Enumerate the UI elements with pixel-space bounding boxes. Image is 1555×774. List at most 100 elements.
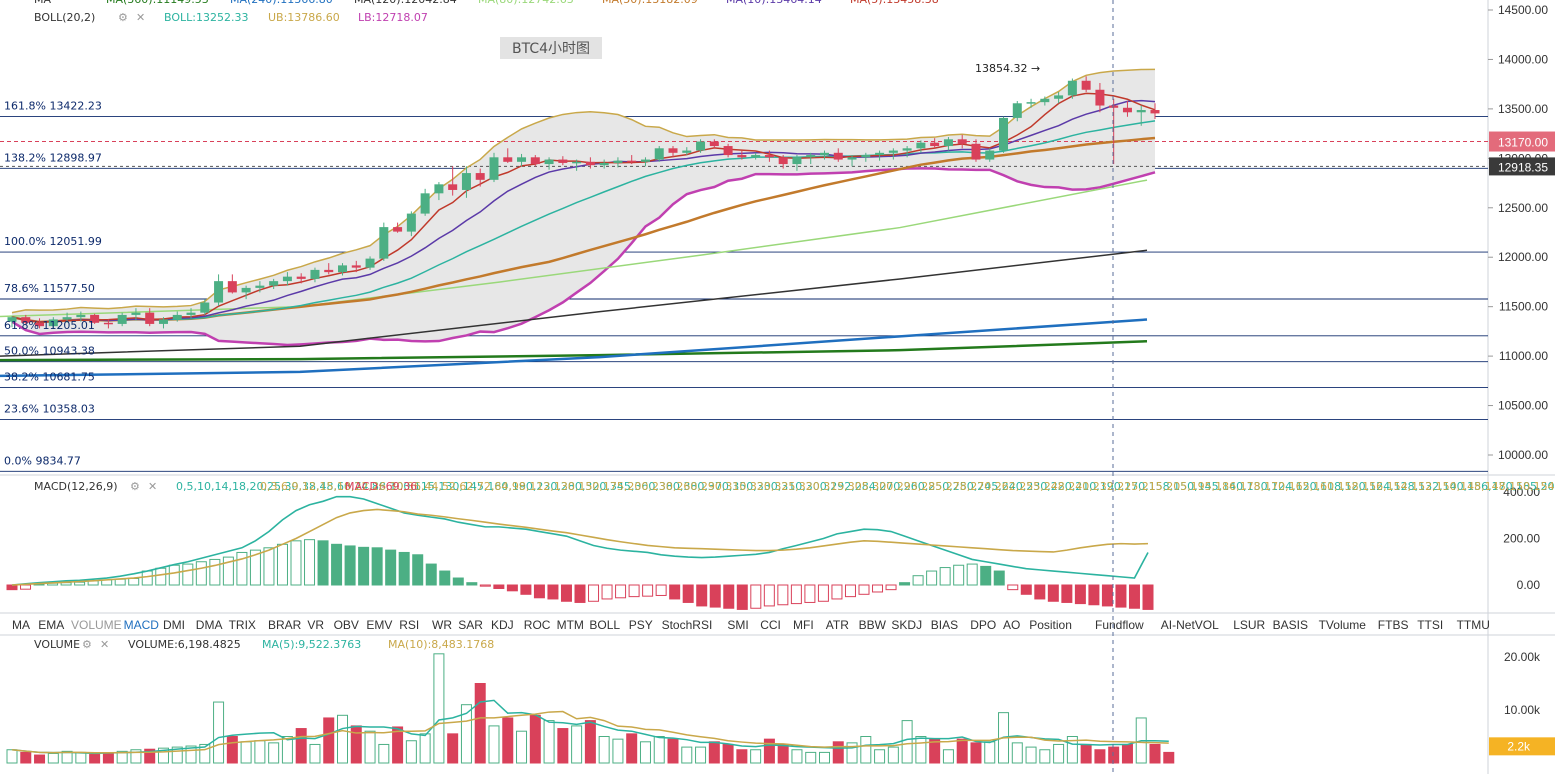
indicator-tab-kdj[interactable]: KDJ (491, 618, 514, 632)
indicator-tab-dmi[interactable]: DMI (163, 618, 185, 632)
ref-price-tag (1489, 157, 1555, 176)
price-tick-label: 13500.00 (1498, 102, 1548, 116)
macd-histogram-bar (533, 584, 545, 599)
ma240-line (0, 318, 1148, 378)
indicator-tab-smi[interactable]: SMI (727, 618, 748, 632)
macd-dif-label: 0,5,10,14,18,20,25,30,38,48,60,74,88,100… (176, 480, 1555, 493)
indicator-tab-rsi[interactable]: RSI (399, 618, 419, 632)
candle-body (778, 157, 788, 165)
indicator-tab-atr[interactable]: ATR (826, 618, 849, 632)
indicator-tab-skdj[interactable]: SKDJ (891, 618, 922, 632)
macd-tick-label: 200.00 (1503, 532, 1540, 546)
volume-bar (901, 720, 913, 764)
macd-histogram-bar (926, 570, 938, 586)
volume-bar (419, 733, 431, 764)
ma-legend-value: MA(80):12742.63 (478, 0, 574, 6)
candle-body (1150, 110, 1160, 114)
candle-body (282, 276, 292, 282)
macd-histogram-bar (709, 584, 721, 608)
indicator-tab-dpo[interactable]: DPO (970, 618, 996, 632)
candle-body (365, 258, 375, 268)
macd-histogram-bar (236, 551, 248, 586)
ma-legend-value: MA(120):12042.84 (354, 0, 457, 6)
indicator-tab-bbw[interactable]: BBW (859, 618, 887, 632)
volume-bar (364, 730, 376, 764)
ma-legend-value: MA(360):11149.53 (106, 0, 209, 6)
macd-histogram-bar (831, 584, 843, 600)
peak-price-annotation: 13854.32 → (975, 62, 1040, 75)
macd-histogram-bar (993, 570, 1005, 586)
macd-histogram-bar (817, 584, 829, 602)
candle-body (186, 312, 196, 315)
volume-current-label: 2.2k (1507, 739, 1531, 753)
chart-title-badge (500, 37, 602, 59)
indicator-tab-cci[interactable]: CCI (760, 618, 781, 632)
fib-level-label: 138.2% 12898.97 (4, 151, 102, 164)
indicator-tab-basis[interactable]: BASIS (1273, 618, 1308, 632)
volume-bar (144, 748, 156, 764)
volume-bar (598, 736, 610, 764)
indicator-tab-lsur[interactable]: LSUR (1233, 618, 1265, 632)
volume-bar (185, 745, 197, 764)
candle-body (1040, 98, 1050, 103)
indicator-tab-brar[interactable]: BRAR (268, 618, 302, 632)
candle-body (696, 141, 706, 151)
macd-histogram-bar (128, 577, 140, 586)
macd-histogram-bar (155, 567, 167, 586)
macd-histogram-bar (642, 584, 654, 597)
indicator-tab-macd[interactable]: MACD (124, 618, 160, 632)
indicator-tab-stochrsi[interactable]: StochRSI (662, 618, 713, 632)
macd-histogram-bar (506, 584, 518, 592)
macd-histogram-bar (588, 584, 600, 602)
candle-body (627, 160, 637, 163)
candle-body (1136, 110, 1146, 113)
indicator-tab-sar[interactable]: SAR (458, 618, 483, 632)
indicator-tab-volume[interactable]: VOLUME (71, 618, 122, 632)
indicator-tab-ema[interactable]: EMA (38, 618, 64, 632)
volume-bar (1108, 746, 1120, 764)
indicator-tab-position[interactable]: Position (1029, 618, 1072, 632)
volume-ma10-label: MA(10):8,483.1768 (388, 638, 494, 651)
indicator-tab-psy[interactable]: PSY (629, 618, 653, 632)
volume-bar (736, 749, 748, 764)
indicator-tab-ma[interactable]: MA (12, 618, 30, 632)
indicator-tab-trix[interactable]: TRIX (229, 618, 256, 632)
fib-level-label: 61.8% 11205.01 (4, 319, 95, 332)
macd-histogram-bar (479, 584, 491, 587)
indicator-tab-bias[interactable]: BIAS (931, 618, 958, 632)
indicator-tab-wr[interactable]: WR (432, 618, 452, 632)
indicator-tab-dma[interactable]: DMA (196, 618, 223, 632)
macd-histogram-bar (412, 554, 424, 586)
volume-bar (818, 751, 830, 764)
volume-bar (61, 750, 73, 764)
candle-body (103, 322, 113, 325)
indicator-tab-mtm[interactable]: MTM (557, 618, 584, 632)
indicator-tab-vr[interactable]: VR (307, 618, 324, 632)
volume-bar (1121, 743, 1133, 764)
volume-bar (1011, 742, 1023, 764)
volume-tick-label: 10.00k (1504, 703, 1541, 717)
macd-histogram-bar (790, 584, 802, 605)
indicator-tab-ttsi[interactable]: TTSI (1417, 618, 1443, 632)
volume-ma5-line (11, 699, 1169, 755)
volume-bar (75, 751, 87, 764)
macd-histogram-bar (547, 584, 559, 600)
volume-bar (226, 736, 238, 764)
indicator-tab-tvolume[interactable]: TVolume (1319, 618, 1367, 632)
candle-body (48, 319, 58, 327)
indicator-tab-ftbs[interactable]: FTBS (1378, 618, 1409, 632)
indicator-tab-ai-netvol[interactable]: AI-NetVOL (1161, 618, 1219, 632)
indicator-tab-obv[interactable]: OBV (334, 618, 359, 632)
indicator-tab-boll[interactable]: BOLL (589, 618, 620, 632)
boll-lower-line (11, 167, 1156, 347)
indicator-tab-emv[interactable]: EMV (366, 618, 392, 632)
indicator-tab-roc[interactable]: ROC (524, 618, 551, 632)
volume-bar (1025, 746, 1037, 764)
volume-bar (984, 741, 996, 764)
indicator-tab-ttmu[interactable]: TTMU (1457, 618, 1490, 632)
macd-histogram-bar (615, 584, 627, 599)
indicator-tab-ao[interactable]: AO (1003, 618, 1020, 632)
indicator-tab-mfi[interactable]: MFI (793, 618, 814, 632)
candle-body (1067, 80, 1077, 96)
indicator-tab-fundflow[interactable]: Fundflow (1095, 618, 1144, 632)
